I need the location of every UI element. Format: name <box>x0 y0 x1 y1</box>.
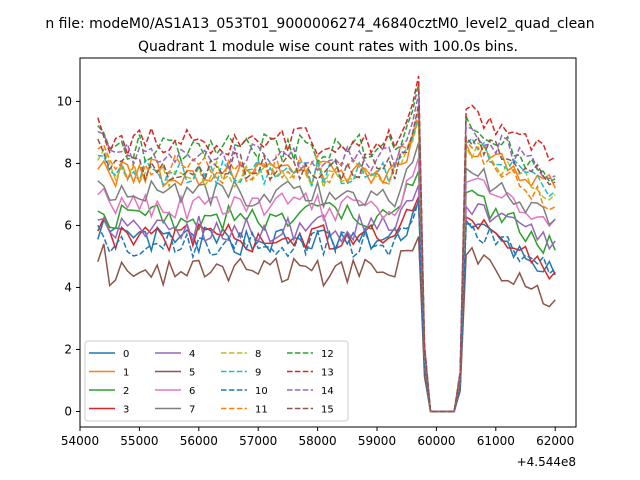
legend-label: 3 <box>123 405 129 416</box>
legend-label: 13 <box>321 368 334 379</box>
series-line-7 <box>97 142 556 413</box>
x-tick-label: 59000 <box>358 434 396 448</box>
x-tick-label: 58000 <box>299 434 337 448</box>
series-line-0 <box>97 199 556 413</box>
series-line-6 <box>97 157 556 413</box>
plot-frame <box>79 57 577 428</box>
legend-label: 6 <box>189 386 195 397</box>
series-line-1 <box>97 119 556 413</box>
legend-box <box>84 340 349 422</box>
x-tick-label: 55000 <box>120 434 158 448</box>
series-line-3 <box>97 196 556 413</box>
x-tick-label: 57000 <box>239 434 277 448</box>
y-tick-label: 2 <box>64 342 72 356</box>
y-tick-label: 10 <box>57 94 72 108</box>
legend-label: 7 <box>189 405 195 416</box>
legend-label: 10 <box>255 386 268 397</box>
x-tick-label: 56000 <box>180 434 218 448</box>
series-line-4 <box>97 184 556 413</box>
series-line-15 <box>97 104 556 413</box>
plot-series-group <box>97 75 556 413</box>
legend-label: 4 <box>189 349 195 360</box>
legend-label: 12 <box>321 349 334 360</box>
legend-label: 2 <box>123 386 129 397</box>
series-line-10 <box>97 200 556 413</box>
x-offset-label: +4.544e8 <box>517 455 576 469</box>
axes-group: 54000 55000 56000 57000 58000 59000 60000 61000… <box>57 94 575 448</box>
legend-label: 8 <box>255 349 261 360</box>
series-line-5 <box>97 236 556 413</box>
legend-label: 14 <box>321 386 334 397</box>
y-tick-label: 6 <box>64 218 72 232</box>
legend-label: 1 <box>123 368 129 379</box>
legend-label: 9 <box>255 368 261 379</box>
legend-label: 15 <box>321 405 334 416</box>
legend-label: 11 <box>255 405 268 416</box>
x-tick-label: 61000 <box>477 434 515 448</box>
series-line-13 <box>97 75 556 413</box>
y-tick-label: 4 <box>64 280 72 294</box>
y-tick-label: 0 <box>64 404 72 418</box>
y-tick-label: 8 <box>64 156 72 170</box>
x-tick-label: 62000 <box>536 434 574 448</box>
x-tick-label: 54000 <box>61 434 99 448</box>
x-tick-label: 60000 <box>417 434 455 448</box>
chart-title: Quadrant 1 module wise count rates with … <box>138 39 518 55</box>
legend-label: 0 <box>123 349 129 360</box>
legend-label: 5 <box>189 368 195 379</box>
series-line-8 <box>97 119 556 413</box>
figure-suptitle: n file: modeM0/AS1A13_053T01_9000006274_… <box>45 16 594 32</box>
series-line-11 <box>97 110 556 413</box>
